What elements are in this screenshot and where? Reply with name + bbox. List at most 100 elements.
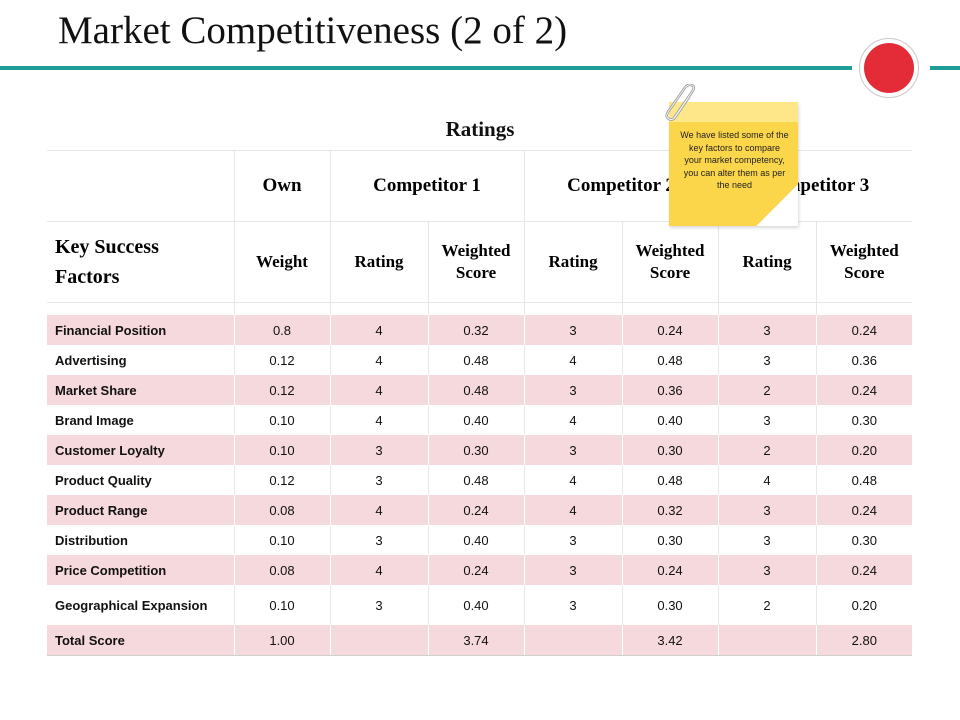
table-cell: [524, 625, 623, 656]
table-cell: 0.08: [234, 555, 331, 585]
table-cell: 0.30: [622, 525, 719, 555]
table-cell: 0.24: [816, 495, 913, 525]
table-cell: 0.48: [622, 465, 719, 495]
table-row: Price Competition 0.08 4 0.24 3 0.24 3 0.24: [47, 555, 913, 585]
table-cell: 0.40: [428, 585, 525, 625]
factor-name: Customer Loyalty: [47, 435, 235, 465]
table-row: Brand Image 0.10 4 0.40 4 0.40 3 0.30: [47, 405, 913, 435]
table-cell: 0.32: [622, 495, 719, 525]
sticky-note-text: We have listed some of the key factors t…: [680, 130, 789, 190]
factor-name: Financial Position: [47, 315, 235, 345]
table-cell: 0.24: [622, 315, 719, 345]
table-cell: 3: [524, 555, 623, 585]
table-cell: 3: [718, 555, 817, 585]
factor-name: Market Share: [47, 375, 235, 405]
group-header-empty: [47, 150, 235, 222]
table-cell: 3: [330, 585, 429, 625]
factor-name: Product Range: [47, 495, 235, 525]
table-cell: 3: [524, 375, 623, 405]
table-cell: [330, 625, 429, 656]
table-cell: 0.8: [234, 315, 331, 345]
sub-header: Weighted Score: [622, 221, 719, 303]
table-cell: 0.10: [234, 525, 331, 555]
table-cell: 0.40: [622, 405, 719, 435]
group-header-own: Own: [234, 150, 331, 222]
factor-name: Brand Image: [47, 405, 235, 435]
table-cell: 0.08: [234, 495, 331, 525]
table-cell: 3: [524, 315, 623, 345]
factor-name: Product Quality: [47, 465, 235, 495]
table-cell: 0.48: [428, 375, 525, 405]
table-cell: 0.30: [622, 585, 719, 625]
table-cell: 4: [524, 495, 623, 525]
accent-line-left: [0, 66, 852, 70]
table-cell: 0.48: [622, 345, 719, 375]
page-title: Market Competitiveness (2 of 2): [58, 9, 568, 52]
table-cell: 3: [718, 345, 817, 375]
table-cell: 0.36: [622, 375, 719, 405]
factor-name: Distribution: [47, 525, 235, 555]
table-cell: [718, 625, 817, 656]
factor-name: Geographical Expansion: [47, 585, 235, 625]
table-cell: 3.74: [428, 625, 525, 656]
table-cell: 0.20: [816, 435, 913, 465]
table-cell: 0.20: [816, 585, 913, 625]
table-row: Product Range 0.08 4 0.24 4 0.32 3 0.24: [47, 495, 913, 525]
table-cell: 0.36: [816, 345, 913, 375]
table-cell: 0.24: [816, 315, 913, 345]
table-cell: 3: [718, 405, 817, 435]
table-cell: 0.12: [234, 375, 331, 405]
table-cell: 3: [330, 435, 429, 465]
table-row: Distribution 0.10 3 0.40 3 0.30 3 0.30: [47, 525, 913, 555]
table-cell: 0.12: [234, 465, 331, 495]
sub-header: Weight: [234, 221, 331, 303]
sub-header: Rating: [718, 221, 817, 303]
table-cell: 0.40: [428, 525, 525, 555]
table-cell: 4: [330, 495, 429, 525]
table-row: Geographical Expansion 0.10 3 0.40 3 0.30 2 0.2…: [47, 585, 913, 625]
table-cell: 4: [330, 405, 429, 435]
sub-header: Weighted Score: [428, 221, 525, 303]
table-cell: 0.30: [816, 525, 913, 555]
table-cell: 0.32: [428, 315, 525, 345]
table-cell: 4: [718, 465, 817, 495]
table-cell: 0.30: [622, 435, 719, 465]
table-cell: 0.12: [234, 345, 331, 375]
table-row: Advertising 0.12 4 0.48 4 0.48 3 0.36: [47, 345, 913, 375]
table-cell: 2: [718, 585, 817, 625]
competitiveness-table: Own Competitor 1 Competitor 2 Competitor…: [47, 150, 913, 656]
table-row: Market Share 0.12 4 0.48 3 0.36 2 0.24: [47, 375, 913, 405]
table-cell: 3.42: [622, 625, 719, 656]
table-cell: 3: [718, 315, 817, 345]
factor-name: Price Competition: [47, 555, 235, 585]
red-circle-icon: [864, 43, 914, 93]
table-cell: 4: [330, 375, 429, 405]
table-cell: 4: [330, 345, 429, 375]
sub-header: Rating: [330, 221, 429, 303]
table-cell: 2.80: [816, 625, 913, 656]
table-cell: 2: [718, 435, 817, 465]
table-cell: 3: [330, 465, 429, 495]
table-cell: 0.48: [428, 465, 525, 495]
table-cell: 0.30: [428, 435, 525, 465]
table-cell: 0.48: [428, 345, 525, 375]
table-cell: 0.30: [816, 405, 913, 435]
spacer-row: [47, 302, 913, 315]
sticky-note: We have listed some of the key factors t…: [669, 102, 798, 226]
paperclip-icon: [665, 84, 696, 121]
table-cell: 4: [524, 345, 623, 375]
table-cell: 3: [718, 525, 817, 555]
sub-header: Weighted Score: [816, 221, 913, 303]
key-success-factors-label: Key Success Factors: [47, 221, 235, 303]
factor-name: Advertising: [47, 345, 235, 375]
table-cell: 3: [524, 435, 623, 465]
table-cell: 0.48: [816, 465, 913, 495]
table-row: Total Score 1.00 3.74 3.42 2.80: [47, 625, 913, 656]
table-cell: 0.10: [234, 435, 331, 465]
table-cell: 0.10: [234, 405, 331, 435]
table-row: Customer Loyalty 0.10 3 0.30 3 0.30 2 0.20: [47, 435, 913, 465]
group-header-competitor-1: Competitor 1: [330, 150, 525, 222]
table-cell: 0.40: [428, 405, 525, 435]
table-cell: 0.24: [816, 375, 913, 405]
table-cell: 4: [524, 465, 623, 495]
